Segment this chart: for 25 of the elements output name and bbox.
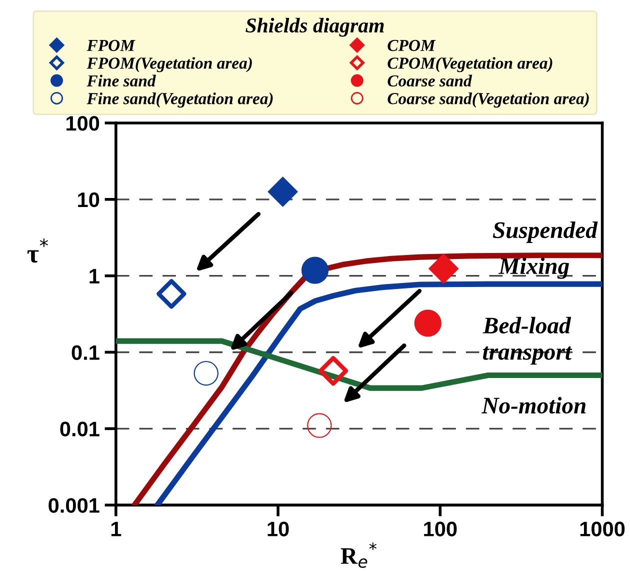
legend-label: Coarse sand(Vegetation area) <box>388 92 589 108</box>
x-tick-label: 100 <box>424 522 457 536</box>
x-tick-label: 1 <box>111 522 122 536</box>
legend-label: CPOM(Vegetation area) <box>388 57 552 72</box>
legend-label: CPOM <box>388 40 436 52</box>
legend-label: Fine sand <box>86 74 156 87</box>
legend-label: FPOM(Vegetation area) <box>86 57 252 72</box>
y-axis-title: τ$^{*}$ <box>27 238 48 263</box>
x-tick-label: 1000 <box>580 522 625 536</box>
y-tick-label: 0.01 <box>60 422 100 436</box>
annotation: Mixing <box>498 257 569 279</box>
y-tick-label: 0.001 <box>48 498 100 513</box>
x-tick-label: 10 <box>268 522 289 536</box>
y-tick-label: 0.1 <box>72 345 100 360</box>
annotation: Bed-load transport <box>482 316 572 365</box>
y-tick-label: 1 <box>90 269 100 284</box>
annotation: Suspended <box>492 222 598 243</box>
x-axis-title: R$_{e}$$^{*}$ <box>340 542 377 568</box>
legend-title: Shields diagram <box>246 18 384 37</box>
annotation: No-motion <box>482 396 586 414</box>
legend-label: Coarse sand <box>388 74 472 87</box>
y-tick-label: 10 <box>78 192 100 208</box>
legend-label: Fine sand(Vegetation area) <box>86 92 273 108</box>
legend-label: FPOM <box>86 40 136 52</box>
y-tick-label: 100 <box>66 116 100 131</box>
